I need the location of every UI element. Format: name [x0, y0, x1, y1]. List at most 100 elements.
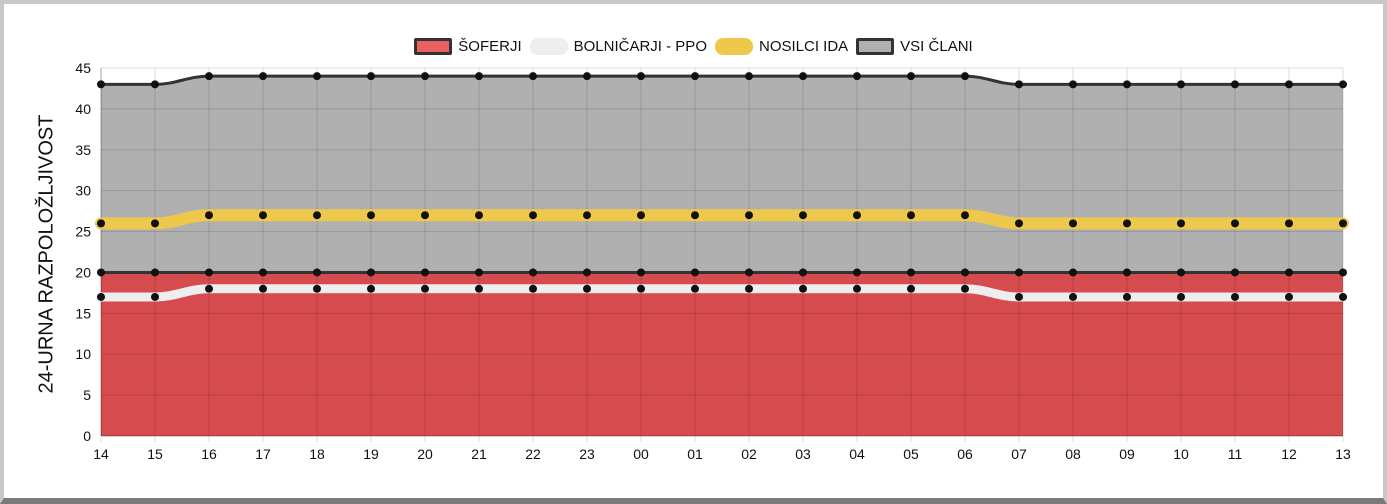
point-soferji — [529, 268, 537, 277]
legend-swatch-vsi-clani — [856, 38, 895, 55]
x-tick-label: 18 — [309, 446, 325, 462]
legend-swatch-nosilci — [714, 38, 753, 55]
point-soferji — [1177, 268, 1185, 277]
legend-label-bolnicarji: BOLNIČARJI - PPO — [573, 38, 707, 55]
point-soferji — [1285, 268, 1293, 277]
point-vsi-clani — [259, 72, 267, 81]
chart-legend: ŠOFERJI BOLNIČARJI - PPO NOSILCI IDA VSI… — [0, 38, 1387, 55]
legend-item-nosilci[interactable]: NOSILCI IDA — [714, 38, 848, 55]
point-bolnicarji — [1285, 292, 1293, 301]
point-bolnicarji — [691, 284, 699, 293]
y-tick-label: 25 — [75, 224, 91, 240]
point-bolnicarji — [205, 284, 213, 293]
point-bolnicarji — [1339, 292, 1347, 301]
area-soferji — [101, 272, 1343, 436]
point-vsi-clani — [529, 72, 537, 81]
y-tick-label: 0 — [83, 428, 91, 444]
point-soferji — [151, 268, 159, 277]
point-bolnicarji — [529, 284, 537, 293]
point-nosilci-ida — [1069, 219, 1077, 228]
x-tick-label: 14 — [93, 446, 109, 462]
point-vsi-clani — [1339, 80, 1347, 89]
y-tick-label: 5 — [83, 387, 91, 403]
x-tick-label: 00 — [633, 446, 649, 462]
point-nosilci-ida — [1231, 219, 1239, 228]
point-vsi-clani — [1123, 80, 1131, 89]
point-vsi-clani — [961, 72, 969, 81]
point-bolnicarji — [1015, 292, 1023, 301]
point-soferji — [1339, 268, 1347, 277]
x-tick-label: 20 — [417, 446, 433, 462]
point-nosilci-ida — [97, 219, 105, 228]
point-nosilci-ida — [151, 219, 159, 228]
point-nosilci-ida — [1015, 219, 1023, 228]
point-bolnicarji — [853, 284, 861, 293]
point-soferji — [745, 268, 753, 277]
point-nosilci-ida — [583, 211, 591, 220]
x-tick-label: 10 — [1173, 446, 1189, 462]
point-soferji — [97, 268, 105, 277]
point-vsi-clani — [205, 72, 213, 81]
x-tick-label: 17 — [255, 446, 271, 462]
point-nosilci-ida — [637, 211, 645, 220]
point-bolnicarji — [97, 292, 105, 301]
legend-label-vsi-clani: VSI ČLANI — [900, 38, 973, 55]
point-soferji — [637, 268, 645, 277]
point-soferji — [313, 268, 321, 277]
x-tick-label: 01 — [687, 446, 703, 462]
point-nosilci-ida — [529, 211, 537, 220]
y-tick-label: 15 — [75, 305, 91, 321]
point-bolnicarji — [1123, 292, 1131, 301]
point-nosilci-ida — [475, 211, 483, 220]
point-vsi-clani — [97, 80, 105, 89]
line-bolnicarji — [96, 284, 1348, 302]
legend-label-soferji: ŠOFERJI — [458, 38, 522, 55]
point-bolnicarji — [259, 284, 267, 293]
point-soferji — [205, 268, 213, 277]
point-soferji — [691, 268, 699, 277]
point-nosilci-ida — [853, 211, 861, 220]
point-vsi-clani — [1069, 80, 1077, 89]
y-tick-label: 30 — [75, 183, 91, 199]
x-tick-label: 06 — [957, 446, 973, 462]
legend-swatch-soferji — [414, 38, 453, 55]
point-nosilci-ida — [421, 211, 429, 220]
point-vsi-clani — [1231, 80, 1239, 89]
point-soferji — [583, 268, 591, 277]
point-vsi-clani — [1177, 80, 1185, 89]
x-tick-label: 15 — [147, 446, 163, 462]
x-tick-label: 21 — [471, 446, 487, 462]
point-nosilci-ida — [1339, 219, 1347, 228]
point-bolnicarji — [745, 284, 753, 293]
point-vsi-clani — [583, 72, 591, 81]
y-tick-label: 35 — [75, 142, 91, 158]
point-soferji — [1231, 268, 1239, 277]
point-soferji — [367, 268, 375, 277]
point-soferji — [1123, 268, 1131, 277]
point-nosilci-ida — [907, 211, 915, 220]
y-tick-label: 20 — [75, 264, 91, 280]
point-vsi-clani — [367, 72, 375, 81]
point-bolnicarji — [637, 284, 645, 293]
point-soferji — [421, 268, 429, 277]
point-nosilci-ida — [799, 211, 807, 220]
point-nosilci-ida — [1177, 219, 1185, 228]
legend-item-soferji[interactable]: ŠOFERJI — [414, 38, 522, 55]
point-vsi-clani — [745, 72, 753, 81]
point-bolnicarji — [1177, 292, 1185, 301]
point-soferji — [475, 268, 483, 277]
x-tick-label: 04 — [849, 446, 865, 462]
point-bolnicarji — [799, 284, 807, 293]
point-vsi-clani — [691, 72, 699, 81]
point-bolnicarji — [961, 284, 969, 293]
legend-item-vsi-clani[interactable]: VSI ČLANI — [856, 38, 973, 55]
point-vsi-clani — [853, 72, 861, 81]
x-tick-label: 05 — [903, 446, 919, 462]
line-vsi-clani — [101, 74, 1343, 86]
x-tick-label: 11 — [1228, 446, 1243, 462]
legend-item-bolnicarji[interactable]: BOLNIČARJI - PPO — [529, 38, 707, 55]
point-bolnicarji — [907, 284, 915, 293]
point-vsi-clani — [313, 72, 321, 81]
